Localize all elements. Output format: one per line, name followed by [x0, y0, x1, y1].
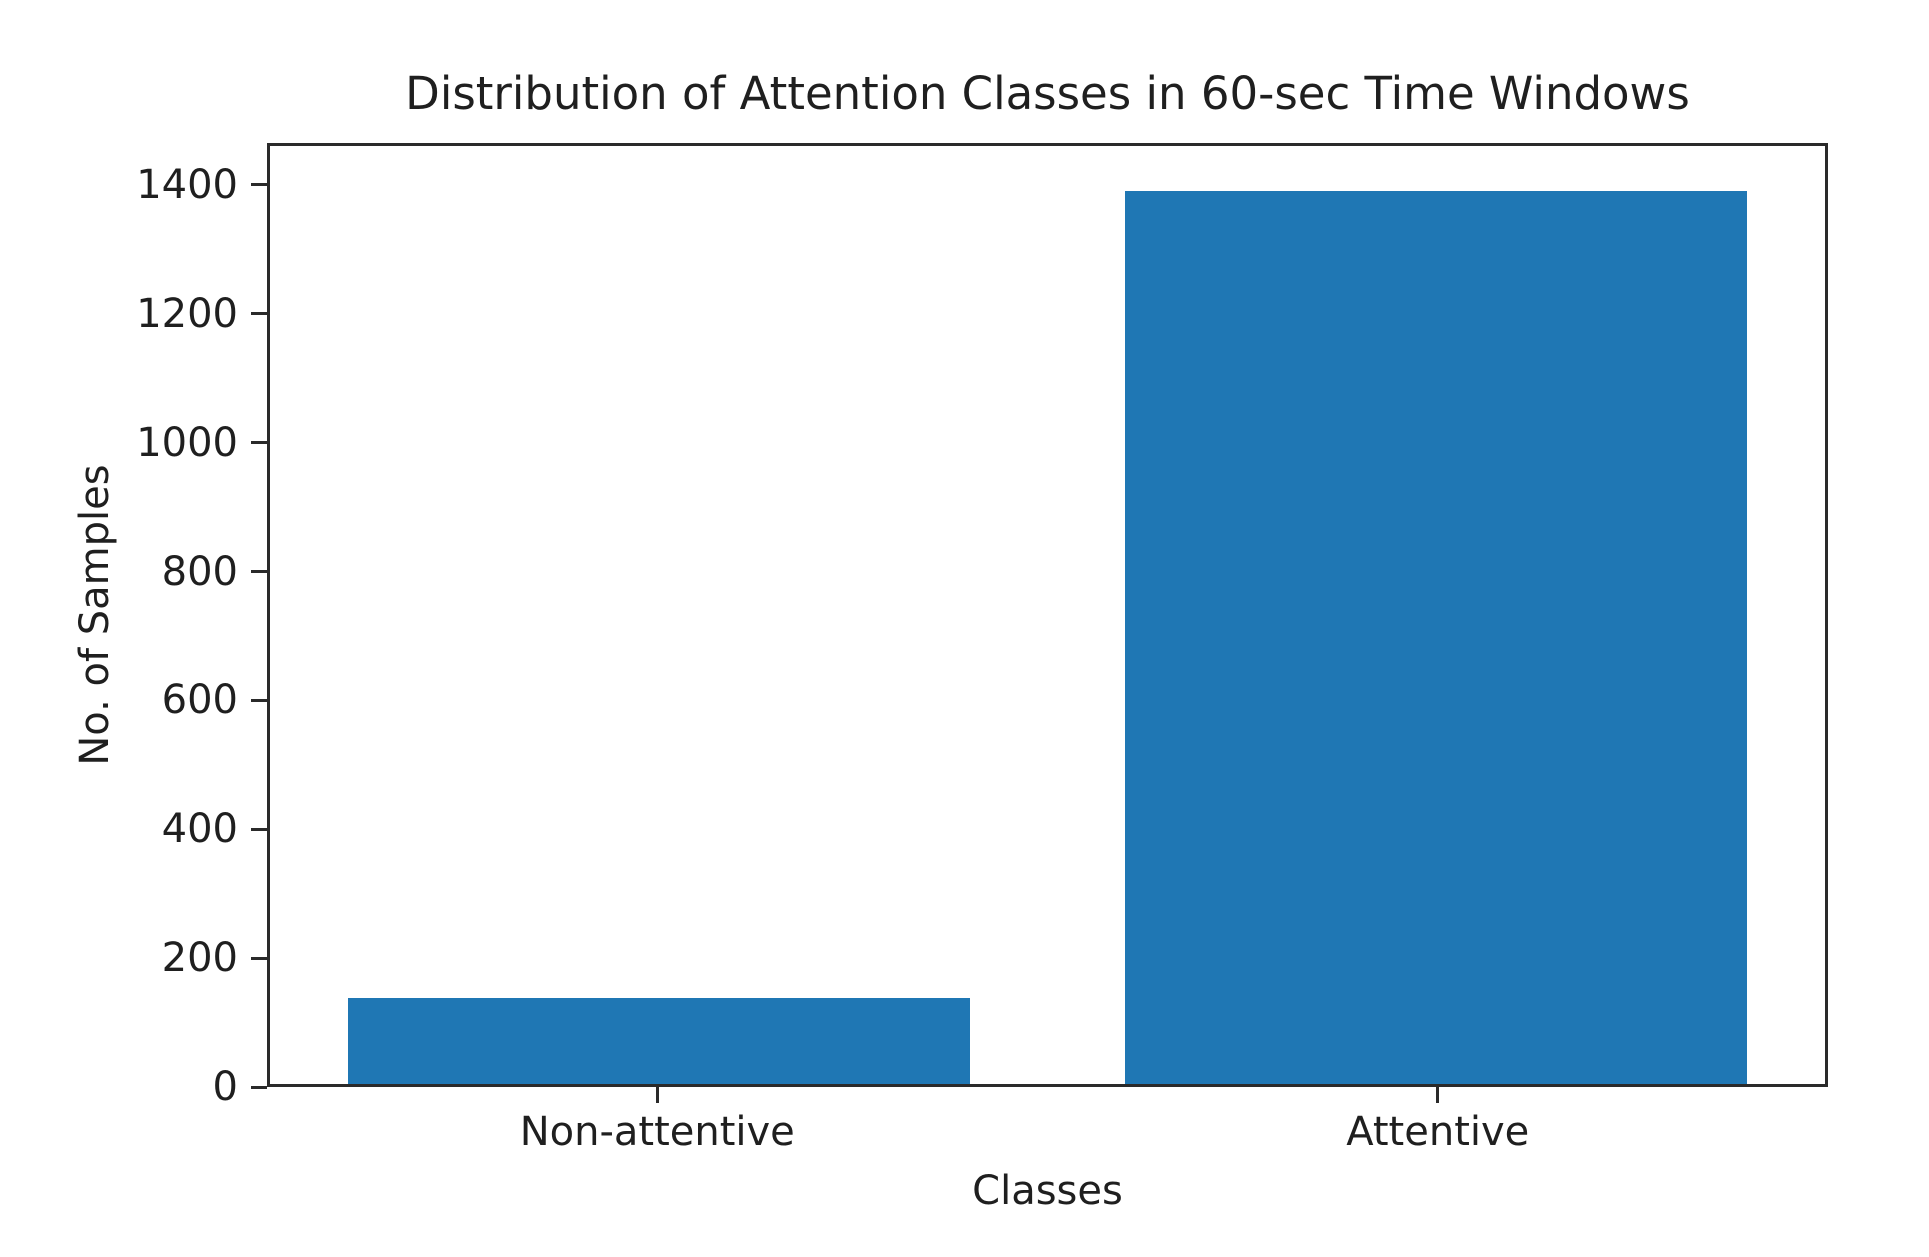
x-tick-label-attentive: Attentive [1346, 1109, 1530, 1155]
y-tick-mark [251, 1085, 267, 1089]
y-tick-label: 600 [161, 677, 238, 724]
y-tick-mark [251, 183, 267, 187]
y-tick-mark [251, 956, 267, 960]
y-axis-label: No. of Samples [72, 464, 118, 766]
x-tick-label-non-attentive: Non-attentive [519, 1109, 795, 1155]
bar-attentive [1125, 190, 1748, 1084]
x-axis-label: Classes [972, 1168, 1123, 1214]
y-tick-mark [251, 570, 267, 573]
plot-area [267, 143, 1828, 1087]
y-tick-label: 200 [161, 935, 238, 982]
y-tick-label: 800 [161, 548, 238, 595]
chart-title: Distribution of Attention Classes in 60-… [405, 67, 1690, 120]
bar-non-attentive [347, 997, 970, 1084]
x-tick-mark [655, 1087, 659, 1103]
y-tick-label: 1200 [136, 290, 238, 337]
y-tick-mark [251, 441, 267, 445]
y-tick-label: 400 [161, 806, 238, 853]
y-tick-mark [251, 698, 267, 702]
y-tick-mark [251, 312, 267, 316]
y-tick-label: 0 [212, 1064, 238, 1110]
y-tick-label: 1400 [136, 161, 238, 208]
x-tick-mark [1436, 1087, 1440, 1103]
y-tick-label: 1000 [136, 419, 238, 466]
y-tick-mark [251, 827, 267, 831]
